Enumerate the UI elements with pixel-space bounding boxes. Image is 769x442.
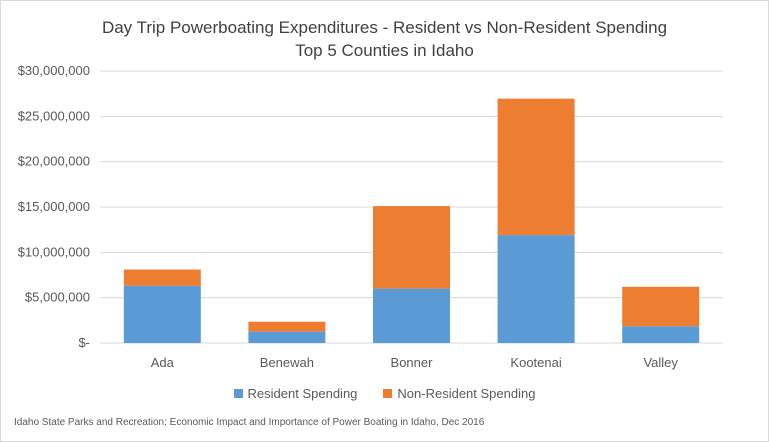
y-tick-label: $10,000,000 [18, 244, 90, 259]
bar-resident-kootenai [497, 235, 575, 343]
x-tick-label: Benewah [260, 355, 314, 370]
bar-resident-bonner [373, 288, 450, 343]
bar-non-resident-benewah [248, 321, 326, 332]
x-tick-label: Kootenai [510, 355, 561, 370]
legend-label: Resident Spending [247, 386, 358, 401]
bar-non-resident-valley [622, 286, 700, 327]
bar-non-resident-bonner [373, 206, 450, 289]
y-tick-label: $15,000,000 [18, 199, 90, 214]
y-tick-label: $25,000,000 [18, 108, 90, 123]
y-tick-label: $20,000,000 [18, 154, 90, 169]
x-tick-label: Bonner [391, 355, 434, 370]
bar-resident-ada [123, 285, 201, 343]
bar-resident-valley [622, 326, 700, 343]
bar-resident-benewah [248, 331, 326, 343]
legend-swatch-non-resident [383, 389, 393, 398]
legend-item-non-resident: Non-Resident Spending [383, 386, 535, 401]
y-tick-label: $30,000,000 [18, 63, 90, 78]
legend-swatch-resident [233, 389, 243, 398]
bar-non-resident-ada [123, 269, 201, 286]
chart-title: Day Trip Powerboating Expenditures - Res… [101, 18, 668, 37]
legend-item-resident: Resident Spending [233, 386, 358, 401]
source-note: Idaho State Parks and Recreation: Econom… [14, 417, 485, 428]
legend: Resident Spending Non-Resident Spending [0, 386, 769, 401]
y-tick-label: $- [78, 335, 90, 350]
chart-subtitle: Top 5 Counties in Idaho [295, 41, 474, 60]
y-tick-label: $5,000,000 [25, 290, 90, 305]
bar-non-resident-kootenai [497, 98, 575, 236]
x-tick-label: Valley [643, 355, 678, 370]
legend-label: Non-Resident Spending [397, 386, 536, 401]
x-tick-label: Ada [151, 355, 175, 370]
